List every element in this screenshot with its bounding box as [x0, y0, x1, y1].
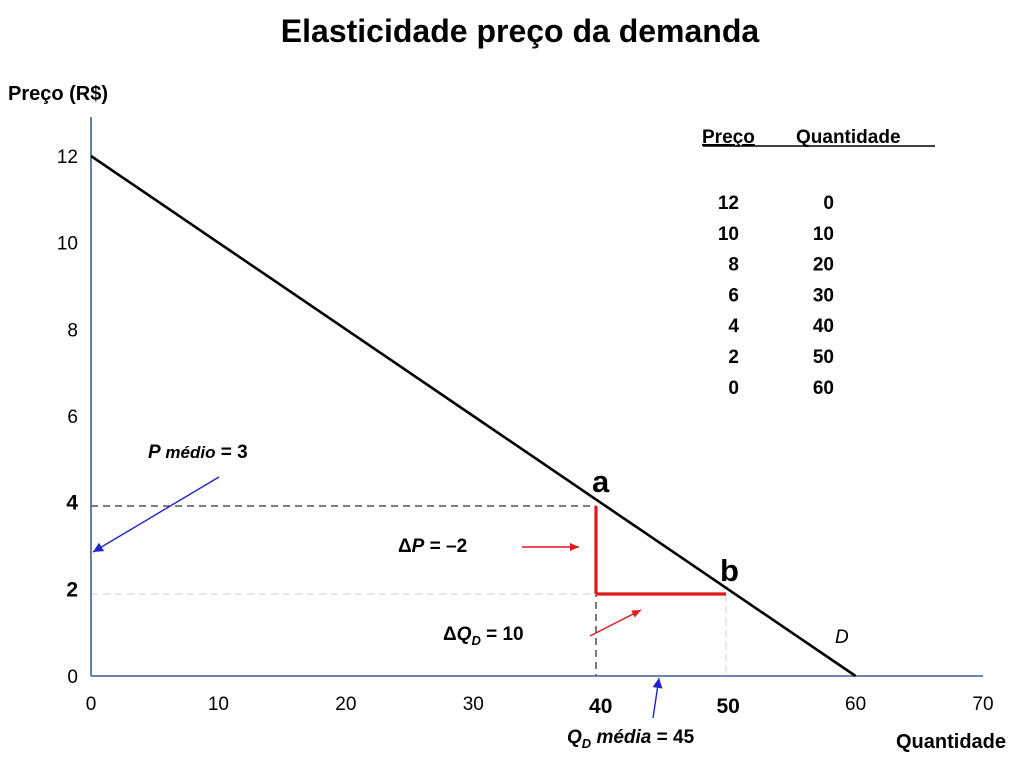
delta-q-annotation: ΔQD = 10 [443, 624, 524, 648]
table-quantity-cell: 40 [813, 316, 834, 337]
y-tick-label: 2 [66, 578, 78, 601]
x-tick-label: 40 [589, 695, 612, 718]
p-medio-annotation: P médio = 3 [148, 442, 248, 463]
x-tick-label: 70 [972, 694, 993, 715]
x-tick-label: 50 [716, 695, 739, 718]
table-price-cell: 4 [728, 316, 739, 337]
y-axis-title: Preço (R$) [8, 83, 108, 105]
demand-curve [90, 154, 857, 678]
x-tick-label: 60 [845, 694, 866, 715]
x-axis-title: Quantidade [896, 731, 1006, 753]
table-quantity-cell: 0 [823, 193, 834, 214]
y-tick-label: 12 [57, 147, 78, 168]
table-price-cell: 6 [728, 285, 739, 306]
table-price-cell: 8 [728, 255, 739, 276]
delta-p-annotation: ΔP = –2 [398, 536, 467, 557]
y-tick-label: 0 [67, 667, 78, 688]
table-quantity-cell: 10 [813, 224, 834, 245]
x-tick-label: 0 [86, 694, 97, 715]
table-price-cell: 12 [718, 193, 739, 214]
y-tick-label: 10 [57, 234, 78, 255]
point-b-label: b [720, 553, 739, 588]
chart-title: Elasticidade preço da demanda [281, 13, 760, 49]
table-quantity-cell: 60 [813, 378, 834, 399]
y-tick-label: 4 [66, 492, 78, 515]
y-tick-label: 8 [67, 320, 78, 341]
table-header-quantity: Quantidade [796, 127, 901, 148]
x-tick-label: 30 [463, 694, 484, 715]
table-header-price: Preço [702, 127, 755, 148]
price-quantity-table: 12 0 10 10 8 20 6 30 4 40 2 50 0 60 [718, 193, 834, 399]
demand-curve-label: D [835, 627, 849, 648]
table-quantity-cell: 50 [813, 347, 834, 368]
point-a-label: a [592, 464, 610, 499]
p-medio-arrow [92, 476, 220, 553]
table-price-cell: 10 [718, 224, 739, 245]
table-price-cell: 2 [728, 347, 739, 368]
x-tick-label: 20 [335, 694, 356, 715]
x-axis-ticks: 0 10 20 30 40 50 60 70 [86, 694, 994, 718]
table-quantity-cell: 30 [813, 285, 834, 306]
table-quantity-cell: 20 [813, 255, 834, 276]
q-media-annotation: QD média = 45 [567, 727, 695, 751]
delta-q-arrow [589, 609, 642, 637]
x-tick-label: 10 [208, 694, 229, 715]
q-media-arrow [652, 677, 663, 719]
y-tick-label: 6 [67, 407, 78, 428]
table-price-cell: 0 [728, 378, 739, 399]
y-axis-ticks: 0 2 4 6 8 10 12 [57, 147, 78, 688]
